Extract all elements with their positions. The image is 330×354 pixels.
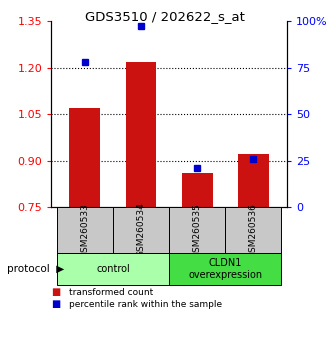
Text: percentile rank within the sample: percentile rank within the sample <box>69 300 222 309</box>
Bar <box>69 108 100 207</box>
Bar <box>238 154 269 207</box>
Text: GDS3510 / 202622_s_at: GDS3510 / 202622_s_at <box>85 10 245 23</box>
Bar <box>113 207 169 253</box>
Bar <box>169 207 225 253</box>
Bar <box>169 253 281 285</box>
Text: GSM260535: GSM260535 <box>193 202 202 258</box>
Text: transformed count: transformed count <box>69 287 153 297</box>
Text: GSM260534: GSM260534 <box>137 203 146 257</box>
Text: control: control <box>96 264 130 274</box>
Text: GSM260536: GSM260536 <box>249 202 258 258</box>
Bar <box>182 173 213 207</box>
Bar <box>57 207 113 253</box>
Bar <box>57 253 169 285</box>
Text: protocol  ▶: protocol ▶ <box>7 264 64 274</box>
Text: CLDN1
overexpression: CLDN1 overexpression <box>188 258 262 280</box>
Text: ■: ■ <box>51 287 60 297</box>
Bar <box>225 207 281 253</box>
Text: GSM260533: GSM260533 <box>81 202 89 258</box>
Text: ■: ■ <box>51 299 60 309</box>
Bar <box>126 62 156 207</box>
